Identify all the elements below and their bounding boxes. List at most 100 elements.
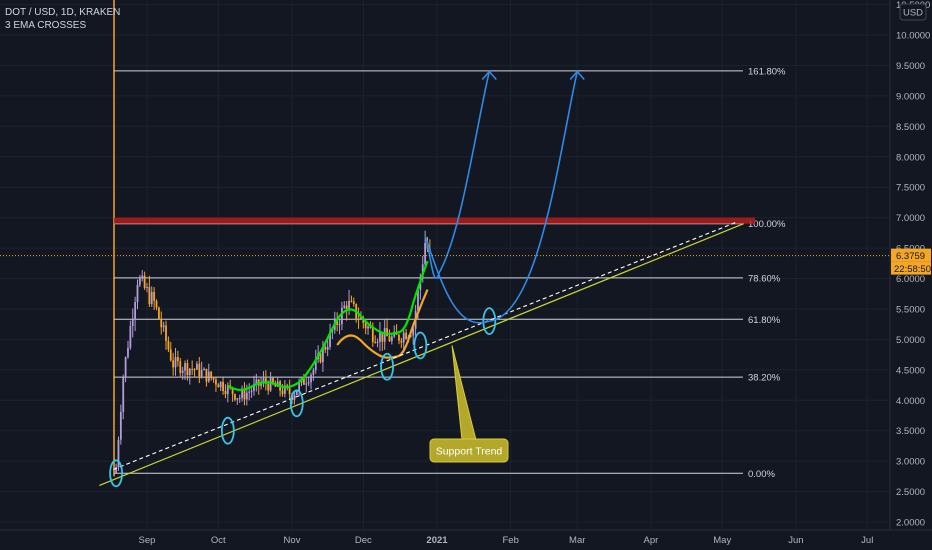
candle-body bbox=[186, 363, 189, 376]
candle-body bbox=[243, 390, 246, 400]
candle-body bbox=[398, 334, 400, 341]
current-price-badge bbox=[891, 248, 931, 262]
chart-legend: DOT / USD, 1D, KRAKEN 3 EMA CROSSES bbox=[5, 6, 120, 32]
candle-body bbox=[250, 390, 253, 392]
time-tick-label: Dec bbox=[355, 535, 372, 546]
candle-body bbox=[295, 391, 298, 395]
candle-body bbox=[224, 391, 227, 395]
time-tick-label: Oct bbox=[211, 535, 226, 546]
candle-body bbox=[402, 332, 405, 343]
candle-body bbox=[207, 371, 210, 382]
candle-body bbox=[367, 326, 369, 329]
candle-body bbox=[412, 328, 415, 336]
candle-body bbox=[341, 307, 343, 325]
time-tick-label: Feb bbox=[503, 535, 519, 546]
candle-body bbox=[134, 302, 137, 320]
candle-body bbox=[196, 363, 198, 370]
candle-body bbox=[148, 287, 151, 305]
time-tick-label: Jun bbox=[788, 535, 803, 546]
candle-body bbox=[191, 368, 194, 370]
candle-body bbox=[360, 317, 362, 320]
candle-body bbox=[115, 467, 117, 474]
current-price-label: 6.3759 bbox=[896, 251, 925, 262]
candle-body bbox=[388, 336, 391, 342]
price-tick-label: 2.5000 bbox=[896, 487, 925, 498]
candle-body bbox=[205, 368, 208, 382]
candle-body bbox=[124, 357, 127, 378]
price-tick-label: 9.5000 bbox=[896, 61, 925, 72]
candle-body bbox=[150, 291, 153, 305]
candle-body bbox=[245, 392, 248, 400]
time-tick-label: Mar bbox=[569, 535, 585, 546]
projection-path bbox=[424, 71, 491, 279]
candle-body bbox=[400, 340, 403, 343]
candle-body bbox=[376, 341, 379, 343]
candle-body bbox=[293, 394, 296, 400]
candle-body bbox=[312, 369, 315, 375]
candle-body bbox=[272, 377, 274, 384]
candle-body bbox=[329, 331, 331, 347]
time-axis[interactable]: Sep Oct Nov Dec 2021 Feb Mar Apr May Jun Jul bbox=[0, 529, 932, 546]
time-tick-label: Jul bbox=[861, 535, 873, 546]
candle-body bbox=[371, 327, 374, 342]
candle-body bbox=[136, 284, 139, 303]
candle-body bbox=[217, 384, 220, 388]
candle-body bbox=[298, 382, 301, 392]
candle-body bbox=[129, 326, 132, 348]
candle-body bbox=[131, 319, 134, 327]
projection-arrowhead bbox=[481, 70, 497, 81]
candle-body bbox=[345, 305, 348, 310]
candle-body bbox=[174, 357, 177, 368]
countdown-label: 22:58:50 bbox=[894, 264, 931, 275]
candle-body bbox=[169, 349, 172, 361]
candle-body bbox=[255, 379, 258, 384]
candle-body bbox=[222, 381, 224, 392]
touch-circle bbox=[413, 331, 428, 360]
candle-body bbox=[141, 275, 144, 279]
candle-body bbox=[352, 301, 355, 304]
callout-text: Support Trend bbox=[436, 446, 503, 458]
ema-line-slow bbox=[336, 289, 429, 359]
price-tick-label: 10.0000 bbox=[896, 31, 930, 42]
candle-body bbox=[343, 305, 346, 308]
candle-body bbox=[238, 398, 241, 400]
candle-body bbox=[322, 347, 324, 363]
currency-label[interactable]: USD bbox=[903, 8, 923, 19]
price-tick-label: 8.0000 bbox=[896, 152, 925, 163]
candle-body bbox=[138, 278, 141, 285]
fib-level-label: 100.00% bbox=[748, 219, 786, 230]
candle-body bbox=[267, 383, 270, 391]
time-tick-label: 2021 bbox=[426, 535, 448, 546]
candle-body bbox=[260, 382, 262, 386]
candle-body bbox=[374, 341, 377, 343]
candle-body bbox=[302, 377, 305, 385]
candle-body bbox=[417, 289, 419, 311]
touch-circle bbox=[109, 459, 123, 488]
candle-body bbox=[324, 347, 327, 350]
price-axis[interactable]: 2.0000 2.5000 3.0000 3.5000 4.0000 4.5000 5.00… bbox=[889, 0, 931, 530]
currency-box[interactable] bbox=[899, 3, 927, 21]
time-tick-label: Apr bbox=[644, 535, 659, 546]
overlays: Support Trend bbox=[0, 70, 890, 488]
candle-body bbox=[165, 325, 167, 341]
resistance-band bbox=[114, 217, 755, 224]
candle-body bbox=[160, 318, 163, 328]
candle-body bbox=[177, 357, 179, 362]
price-tick-label: 5.5000 bbox=[896, 304, 925, 315]
candle-body bbox=[241, 390, 243, 399]
candle-body bbox=[200, 370, 203, 377]
ema-line-fast bbox=[227, 260, 429, 391]
touch-circle bbox=[220, 416, 235, 445]
candle-body bbox=[234, 394, 236, 400]
candle-body bbox=[348, 300, 350, 310]
price-tick-label: 6.0000 bbox=[896, 274, 925, 285]
candle-body bbox=[369, 326, 372, 328]
candle-body bbox=[172, 360, 175, 368]
price-tick-label: 7.5000 bbox=[896, 183, 925, 194]
candle-body bbox=[184, 363, 186, 371]
callout-box bbox=[429, 438, 509, 463]
touch-circle bbox=[482, 307, 497, 336]
candle-body bbox=[350, 300, 353, 302]
candle-body bbox=[338, 324, 341, 326]
